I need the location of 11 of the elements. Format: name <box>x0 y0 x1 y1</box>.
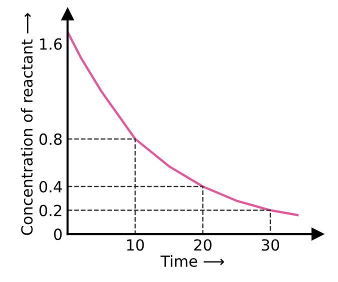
x-tick-label: 10 <box>127 239 144 251</box>
y-tick-label: 0.4 <box>39 180 62 193</box>
y-tick-label: 1.6 <box>40 38 62 50</box>
line-series <box>68 30 299 216</box>
y-tick-label: 0.8 <box>39 133 62 145</box>
y-tick-label: 0 <box>54 228 62 240</box>
x-tick-label: 20 <box>194 239 212 251</box>
x-tick-label: 30 <box>262 239 280 251</box>
y-axis-title: Concentration of reactant ⟶ <box>20 13 33 235</box>
y-tick-label: 0.2 <box>39 204 62 216</box>
x-axis-title: Time ⟶ <box>160 255 224 267</box>
